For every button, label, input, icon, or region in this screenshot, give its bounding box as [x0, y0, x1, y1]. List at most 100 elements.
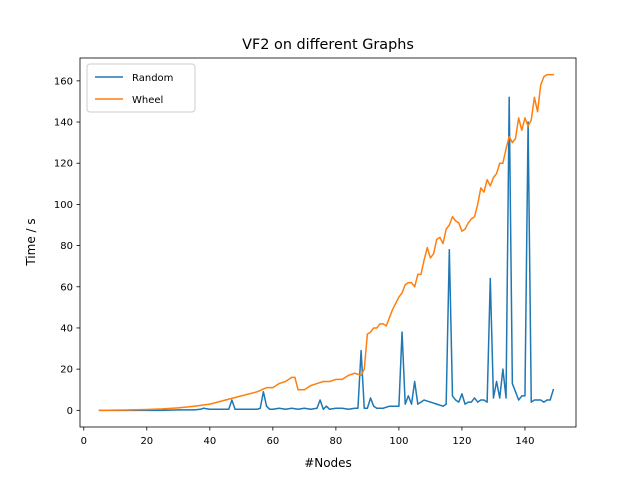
data-point [508, 135, 510, 138]
data-point [376, 407, 378, 409]
data-point [177, 407, 179, 409]
data-point [410, 282, 413, 284]
data-point [193, 405, 195, 407]
data-point [524, 395, 526, 397]
data-point [240, 408, 242, 410]
data-point [404, 403, 406, 405]
data-point [455, 220, 457, 222]
data-point [429, 257, 432, 259]
data-point [442, 405, 444, 407]
data-point [473, 216, 476, 218]
data-point [130, 409, 132, 411]
data-point [316, 407, 318, 409]
data-point [436, 403, 438, 405]
data-point [407, 395, 409, 397]
data-point [536, 111, 539, 113]
data-point [401, 292, 403, 294]
data-point [546, 399, 548, 401]
data-point [521, 129, 523, 131]
chart-title: VF2 on different Graphs [242, 37, 414, 53]
y-tick-label: 140 [54, 118, 73, 129]
data-point [461, 230, 463, 232]
x-tick-label: 120 [452, 436, 471, 447]
y-axis-ticks: 0 20 40 60 80 100 120 140 160 [54, 76, 80, 417]
y-tick-label: 160 [54, 76, 73, 87]
data-point [328, 380, 331, 383]
data-point [262, 391, 264, 393]
series-layer [98, 73, 555, 412]
data-point [161, 408, 164, 410]
data-point [303, 407, 305, 409]
data-point [373, 327, 375, 329]
data-point [533, 399, 536, 401]
y-tick-label: 40 [60, 323, 73, 334]
data-point [335, 378, 337, 381]
data-point [259, 407, 261, 409]
data-point [272, 408, 274, 410]
data-point [363, 368, 365, 370]
series-wheel [98, 73, 555, 412]
data-point [477, 203, 479, 206]
data-point [360, 374, 362, 376]
data-point [398, 296, 400, 298]
data-point [395, 405, 397, 407]
y-tick-label: 0 [67, 406, 73, 417]
data-point [98, 409, 101, 411]
data-point [278, 407, 280, 409]
data-point [388, 405, 391, 407]
data-point [495, 380, 498, 383]
data-point [464, 228, 466, 230]
data-point [335, 407, 337, 409]
data-point [294, 376, 296, 378]
data-point [366, 333, 368, 335]
data-point [240, 395, 242, 397]
data-point [492, 397, 495, 399]
data-point [360, 350, 362, 352]
data-point [265, 387, 268, 389]
data-point [291, 376, 293, 378]
data-point [492, 177, 495, 179]
data-point [363, 407, 365, 409]
data-point [461, 393, 463, 395]
data-point [341, 407, 343, 409]
data-point [392, 308, 394, 311]
data-point [458, 222, 460, 224]
data-point [445, 228, 447, 230]
x-tick-label: 60 [266, 436, 279, 447]
data-point [379, 323, 381, 325]
data-point [505, 148, 507, 150]
data-point [414, 380, 416, 383]
data-point [426, 247, 428, 249]
data-point [543, 76, 545, 78]
data-point [514, 137, 517, 140]
data-point [114, 409, 116, 411]
data-point [420, 273, 422, 276]
data-point [303, 389, 305, 391]
data-point [451, 395, 454, 397]
data-point [319, 399, 321, 401]
x-tick-label: 80 [330, 436, 343, 447]
data-point [552, 74, 554, 76]
data-point [369, 331, 372, 333]
data-point [530, 401, 532, 403]
data-point [322, 408, 324, 410]
data-point [533, 96, 536, 98]
data-point [316, 382, 318, 385]
data-point [486, 179, 488, 181]
y-tick-label: 20 [60, 365, 73, 376]
data-point [382, 407, 384, 409]
data-point [310, 385, 312, 387]
data-point [325, 405, 328, 407]
data-point [540, 84, 542, 86]
x-tick-label: 0 [81, 436, 87, 447]
legend-label-wheel: Wheel [132, 95, 163, 106]
data-point [209, 403, 211, 405]
data-point [388, 317, 391, 319]
data-point [199, 408, 201, 410]
data-point [527, 125, 529, 127]
data-point [284, 380, 287, 383]
data-point [177, 409, 179, 411]
data-point [549, 399, 551, 401]
data-point [455, 399, 457, 401]
data-point [458, 401, 460, 403]
